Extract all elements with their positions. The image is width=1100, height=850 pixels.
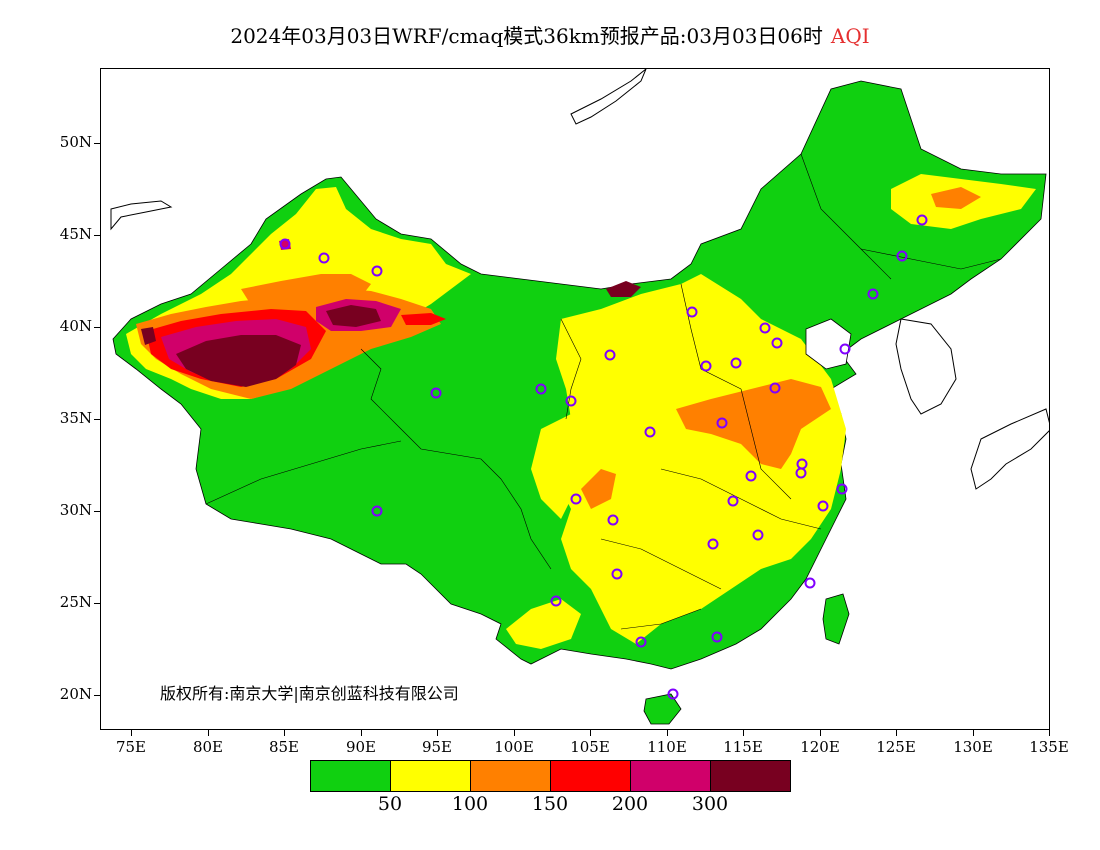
x-tick-label: 95E — [421, 738, 453, 756]
japan-outline — [970, 408, 1049, 490]
y-tick — [94, 695, 100, 696]
x-tick — [437, 730, 438, 736]
x-tick — [514, 730, 515, 736]
x-tick — [208, 730, 209, 736]
legend-swatch-unhealthy — [551, 761, 631, 791]
x-tick — [820, 730, 821, 736]
legend-label: 50 — [377, 793, 403, 815]
y-tick-label: 35N — [59, 409, 92, 427]
region-usg-junggar — [241, 274, 371, 305]
y-tick — [94, 235, 100, 236]
x-tick-label: 100E — [494, 738, 534, 756]
x-tick-label: 85E — [268, 738, 300, 756]
x-tick — [973, 730, 974, 736]
region-usg-huabei — [676, 379, 831, 469]
region-hazardous-innermongolia — [606, 281, 641, 297]
region-moderate-central — [556, 274, 846, 644]
y-tick-label: 50N — [59, 133, 92, 151]
x-tick — [896, 730, 897, 736]
korea-outline — [895, 318, 957, 415]
x-tick-label: 125E — [876, 738, 916, 756]
station-markers — [279, 214, 928, 700]
region-hazardous-tarim — [176, 335, 301, 387]
y-tick — [94, 603, 100, 604]
y-tick — [94, 419, 100, 420]
region-hazardous-east-tarim — [326, 305, 381, 327]
x-tick-label: 80E — [192, 738, 224, 756]
copyright-text: 版权所有:南京大学|南京创蓝科技有限公司 — [160, 684, 459, 703]
x-tick-label: 90E — [345, 738, 377, 756]
y-tick — [94, 511, 100, 512]
x-tick-label: 115E — [723, 738, 763, 756]
x-tick-label: 120E — [800, 738, 840, 756]
x-tick-label: 105E — [570, 738, 610, 756]
x-tick — [590, 730, 591, 736]
aqi-legend-bar — [310, 760, 791, 792]
legend-swatch-hazardous — [711, 761, 790, 791]
legend-label: 200 — [611, 793, 649, 815]
region-moderate-southwest — [506, 599, 581, 649]
x-tick — [131, 730, 132, 736]
legend-swatch-very-unhealthy — [631, 761, 711, 791]
y-tick-label: 30N — [59, 501, 92, 519]
legend-label: 100 — [451, 793, 489, 815]
y-tick-label: 45N — [59, 225, 92, 243]
lake-baikal-outline — [570, 69, 647, 125]
x-tick-label: 110E — [647, 738, 687, 756]
bohai-sea — [805, 318, 852, 370]
region-unhealthy-hexi — [401, 313, 446, 325]
region-hazardous-tarim-west — [141, 327, 156, 345]
legend-label: 300 — [691, 793, 729, 815]
region-usg-sichuan — [581, 469, 616, 509]
legend-label: 150 — [531, 793, 569, 815]
x-tick — [743, 730, 744, 736]
x-tick-label: 130E — [953, 738, 993, 756]
province-boundaries — [205, 153, 1002, 630]
x-tick — [361, 730, 362, 736]
x-tick — [667, 730, 668, 736]
map-title: 2024年03月03日WRF/cmaq模式36km预报产品:03月03日06时 A… — [0, 20, 1100, 49]
balkhash-outline — [110, 200, 173, 231]
x-tick-label: 135E — [1029, 738, 1069, 756]
region-moderate-sichuan — [531, 414, 581, 519]
hainan — [643, 693, 682, 725]
title-variable: AQI — [830, 24, 870, 48]
y-tick — [94, 327, 100, 328]
x-tick-label: 75E — [115, 738, 147, 756]
taiwan — [822, 593, 850, 645]
y-tick-label: 40N — [59, 317, 92, 335]
legend-swatch-usg — [471, 761, 551, 791]
x-tick — [1049, 730, 1050, 736]
title-main: 2024年03月03日WRF/cmaq模式36km预报产品:03月03日06时 — [230, 24, 823, 48]
region-usg-northeast — [931, 187, 981, 209]
y-tick — [94, 143, 100, 144]
aqi-map — [100, 68, 1050, 730]
y-tick-label: 20N — [59, 685, 92, 703]
x-tick — [284, 730, 285, 736]
legend-swatch-moderate — [391, 761, 471, 791]
y-tick-label: 25N — [59, 593, 92, 611]
legend-swatch-good — [311, 761, 391, 791]
